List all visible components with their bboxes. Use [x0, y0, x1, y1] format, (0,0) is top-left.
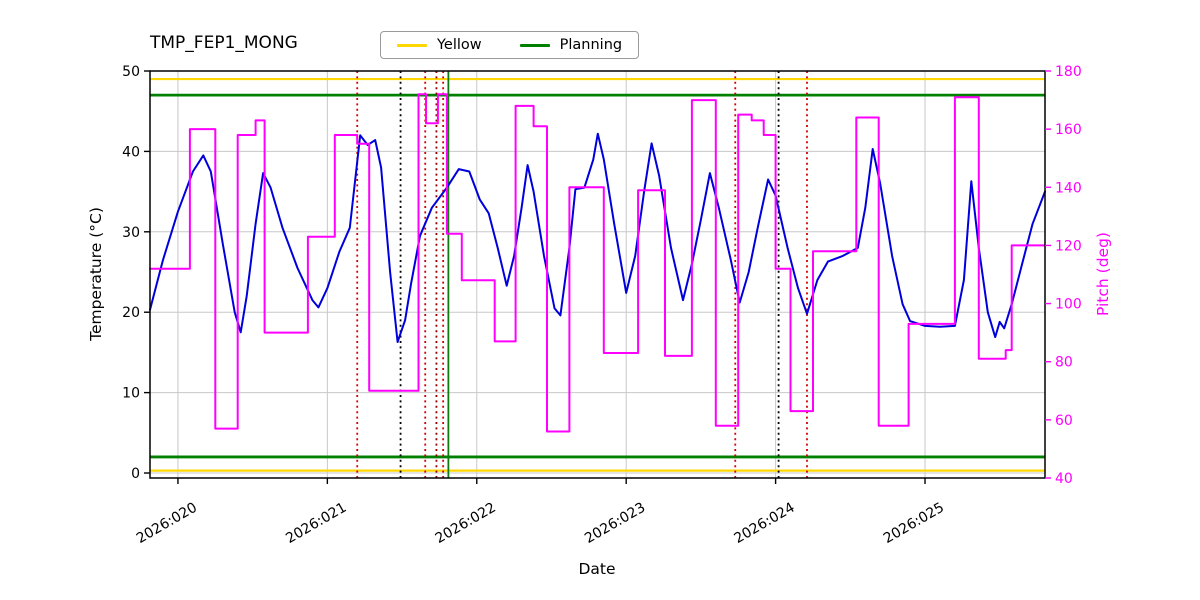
plot-border: [149, 70, 1046, 479]
planning-line-swatch: [519, 43, 550, 47]
legend-label-planning: Planning: [559, 37, 623, 53]
y-right-axis-label: Pitch (deg): [1094, 232, 1112, 316]
yellow-line-swatch: [397, 43, 427, 47]
legend-item-planning: Planning: [519, 37, 623, 53]
tick-label-right: 80: [1055, 355, 1073, 371]
tick-label-bottom: 2026:023: [582, 500, 648, 547]
tick-label-right: 180: [1055, 64, 1082, 80]
pitch-line: [149, 93, 1046, 433]
tick-label-left: 0: [131, 466, 140, 482]
tick-label-right: 60: [1055, 413, 1073, 429]
tick-label-bottom: 2026:024: [732, 500, 798, 547]
tick-label-left: 10: [122, 386, 140, 402]
tick-label-bottom: 2026:022: [433, 500, 499, 547]
tick-label-left: 40: [122, 144, 140, 160]
chart-title: TMP_FEP1_MONG: [150, 33, 298, 53]
tick-label-bottom: 2026:020: [134, 500, 200, 547]
tick-label-left: 30: [122, 225, 140, 241]
tick-label-bottom: 2026:025: [881, 500, 947, 547]
legend: Yellow Planning: [380, 31, 640, 59]
legend-item-yellow: Yellow: [397, 37, 482, 53]
tick-label-right: 140: [1055, 180, 1082, 196]
tick-label-right: 100: [1055, 297, 1082, 313]
temperature-line: [149, 132, 1046, 343]
legend-label-yellow: Yellow: [437, 37, 482, 53]
tick-label-bottom: 2026:021: [283, 500, 349, 547]
tick-label-left: 50: [122, 64, 140, 80]
tick-label-right: 120: [1055, 238, 1082, 254]
tick-label-left: 20: [122, 305, 140, 321]
y-left-axis-label: Temperature (°C): [87, 207, 105, 341]
tick-label-right: 160: [1055, 122, 1082, 138]
tick-label-right: 40: [1055, 471, 1073, 487]
x-axis-label: Date: [578, 560, 616, 578]
